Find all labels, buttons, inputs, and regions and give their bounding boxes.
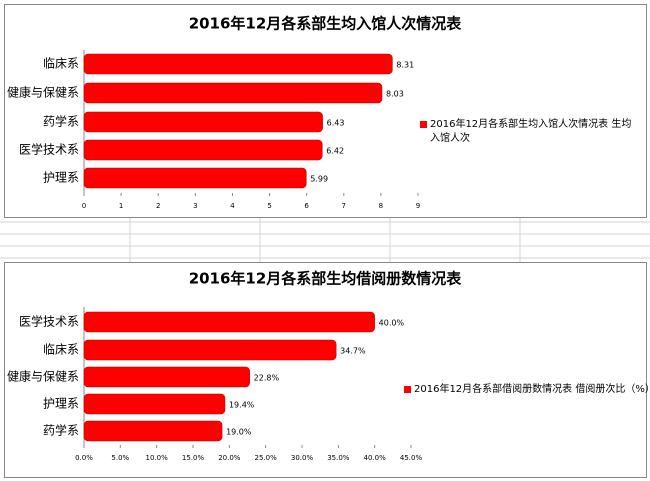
x-tick-label: 15.0% <box>182 454 205 462</box>
y-tick-label: 医学技术系 <box>19 142 79 157</box>
x-tick-label: 4 <box>230 202 235 210</box>
chart-title: 2016年12月各系部生均入馆人次情况表 <box>189 15 463 33</box>
legend-swatch <box>420 121 427 128</box>
legend: 2016年12月各系部借阅册数情况表 借阅册次比（%） <box>414 384 650 395</box>
x-tick-label: 7 <box>342 202 346 210</box>
value-label: 8.31 <box>396 61 414 70</box>
x-tick-label: 3 <box>193 202 197 210</box>
bar <box>83 139 323 161</box>
x-tick-label: 30.0% <box>291 454 314 462</box>
y-tick-label: 药学系 <box>43 423 79 438</box>
x-tick-label: 0 <box>82 202 86 210</box>
value-label: 40.0% <box>379 319 405 328</box>
chart-title: 2016年12月各系部生均借阅册数情况表 <box>189 270 463 288</box>
x-tick-label: 40.0% <box>364 454 387 462</box>
x-tick-label: 0.0% <box>75 454 93 462</box>
x-tick-label: 8 <box>379 202 383 210</box>
x-tick-label: 20.0% <box>218 454 241 462</box>
value-label: 8.03 <box>386 90 404 99</box>
bar <box>83 53 393 75</box>
y-tick-label: 健康与保健系 <box>7 85 79 100</box>
bar <box>83 366 250 388</box>
value-label: 6.42 <box>326 147 344 156</box>
sheet-grid <box>0 218 650 262</box>
legend-label: 2016年12月各系部借阅册数情况表 借阅册次比（%） <box>414 384 650 395</box>
x-tick-label: 6 <box>304 202 309 210</box>
bar <box>83 82 383 104</box>
value-label: 6.43 <box>327 119 345 128</box>
x-tick-label: 5 <box>267 202 271 210</box>
x-tick-label: 25.0% <box>255 454 278 462</box>
x-tick-label: 2 <box>156 202 160 210</box>
x-tick-label: 9 <box>416 202 420 210</box>
x-tick-label: 35.0% <box>327 454 350 462</box>
bar <box>83 167 307 189</box>
x-tick-label: 1 <box>119 202 123 210</box>
legend-label: 2016年12月各系部生均入馆人次情况表 生均入馆人次 <box>430 119 632 144</box>
bar <box>83 311 375 333</box>
x-tick-label: 10.0% <box>146 454 169 462</box>
y-tick-label: 临床系 <box>43 343 79 357</box>
y-tick-label: 护理系 <box>43 397 79 411</box>
value-label: 22.8% <box>254 374 280 383</box>
value-label: 5.99 <box>310 175 328 184</box>
bar <box>83 111 323 133</box>
value-label: 19.4% <box>229 401 255 410</box>
bar <box>83 339 337 361</box>
y-tick-label: 护理系 <box>43 171 79 185</box>
bar <box>83 420 223 442</box>
value-label: 34.7% <box>340 347 366 356</box>
y-tick-label: 健康与保健系 <box>7 369 79 384</box>
x-tick-label: 5.0% <box>111 454 129 462</box>
y-tick-label: 医学技术系 <box>19 314 79 329</box>
legend-swatch <box>404 386 411 393</box>
x-tick-label: 45.0% <box>400 454 423 462</box>
bar <box>83 393 226 415</box>
legend: 2016年12月各系部生均入馆人次情况表 生均入馆人次 <box>430 119 632 144</box>
value-label: 19.0% <box>226 428 252 437</box>
y-tick-label: 临床系 <box>43 57 79 71</box>
y-tick-label: 药学系 <box>43 114 79 129</box>
